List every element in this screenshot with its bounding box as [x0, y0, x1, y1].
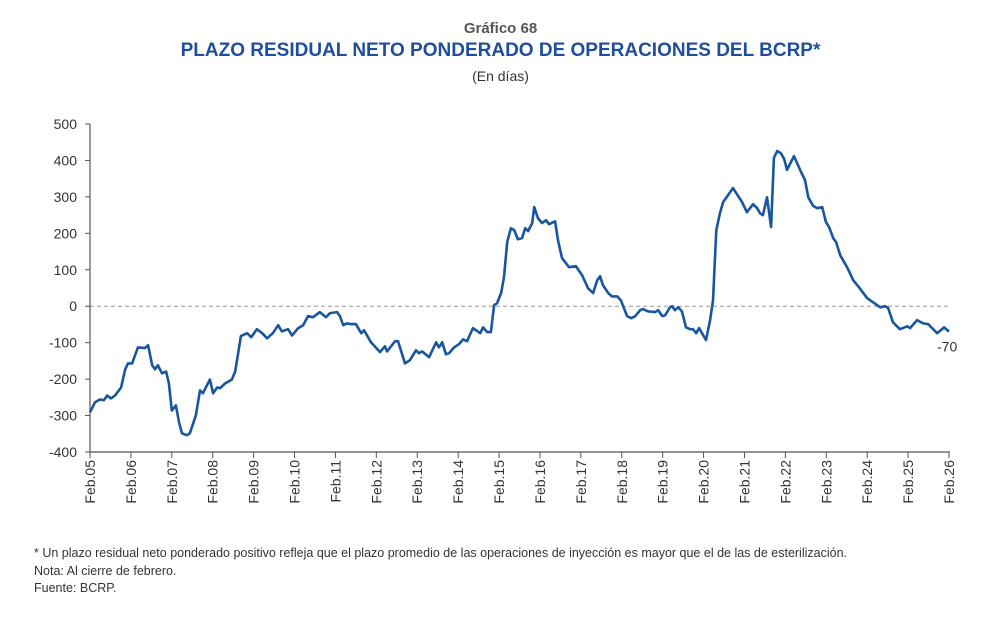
x-tick-label: Feb.13	[409, 460, 425, 504]
x-tick-label: Feb.10	[287, 460, 303, 504]
x-tick-label: Feb.11	[327, 460, 343, 503]
x-tick-label: Feb.06	[123, 460, 139, 504]
x-tick-label: Feb.19	[655, 460, 671, 504]
y-tick-label: 0	[69, 298, 77, 314]
footnote: * Un plazo residual neto ponderado posit…	[34, 546, 847, 560]
chart-notes: * Un plazo residual neto ponderado posit…	[34, 545, 847, 598]
x-tick-label: Feb.20	[696, 460, 712, 504]
y-tick-label: -400	[49, 444, 77, 460]
y-tick-label: 400	[54, 152, 78, 168]
x-tick-label: Feb.18	[614, 460, 630, 504]
x-tick-label: Feb.08	[205, 460, 221, 504]
x-tick-label: Feb.26	[941, 460, 957, 504]
figure-number: Gráfico 68	[463, 20, 538, 37]
x-tick-label: Feb.09	[246, 460, 262, 504]
x-tick-label: Feb.16	[532, 460, 548, 504]
y-tick-label: -300	[49, 408, 77, 424]
y-tick-label: 300	[54, 189, 78, 205]
x-tick-label: Feb.25	[900, 460, 916, 504]
x-tick-label: Feb.22	[777, 460, 793, 504]
x-tick-label: Feb.21	[736, 460, 752, 504]
end-value-label: -70	[937, 339, 957, 355]
source: Fuente: BCRP.	[34, 581, 117, 595]
note: Nota: Al cierre de febrero.	[34, 563, 177, 578]
y-tick-label: -200	[49, 371, 77, 387]
x-tick-label: Feb.23	[818, 460, 834, 504]
x-tick-label: Feb.05	[82, 460, 98, 504]
y-tick-label: 100	[54, 262, 78, 278]
x-tick-label: Feb.24	[859, 460, 875, 504]
x-tick-label: Feb.12	[368, 460, 384, 504]
chart-subtitle: (En días)	[472, 68, 529, 84]
x-tick-label: Feb.15	[491, 460, 507, 504]
series-line	[88, 149, 950, 437]
x-tick-label: Feb.14	[450, 460, 466, 504]
chart-title: PLAZO RESIDUAL NETO PONDERADO DE OPERACI…	[180, 40, 821, 61]
x-tick-label: Feb.17	[573, 460, 589, 504]
y-tick-label: -100	[49, 335, 77, 351]
x-tick-label: Feb.07	[164, 460, 180, 504]
y-tick-label: 500	[54, 116, 78, 132]
y-tick-label: 200	[54, 225, 78, 241]
